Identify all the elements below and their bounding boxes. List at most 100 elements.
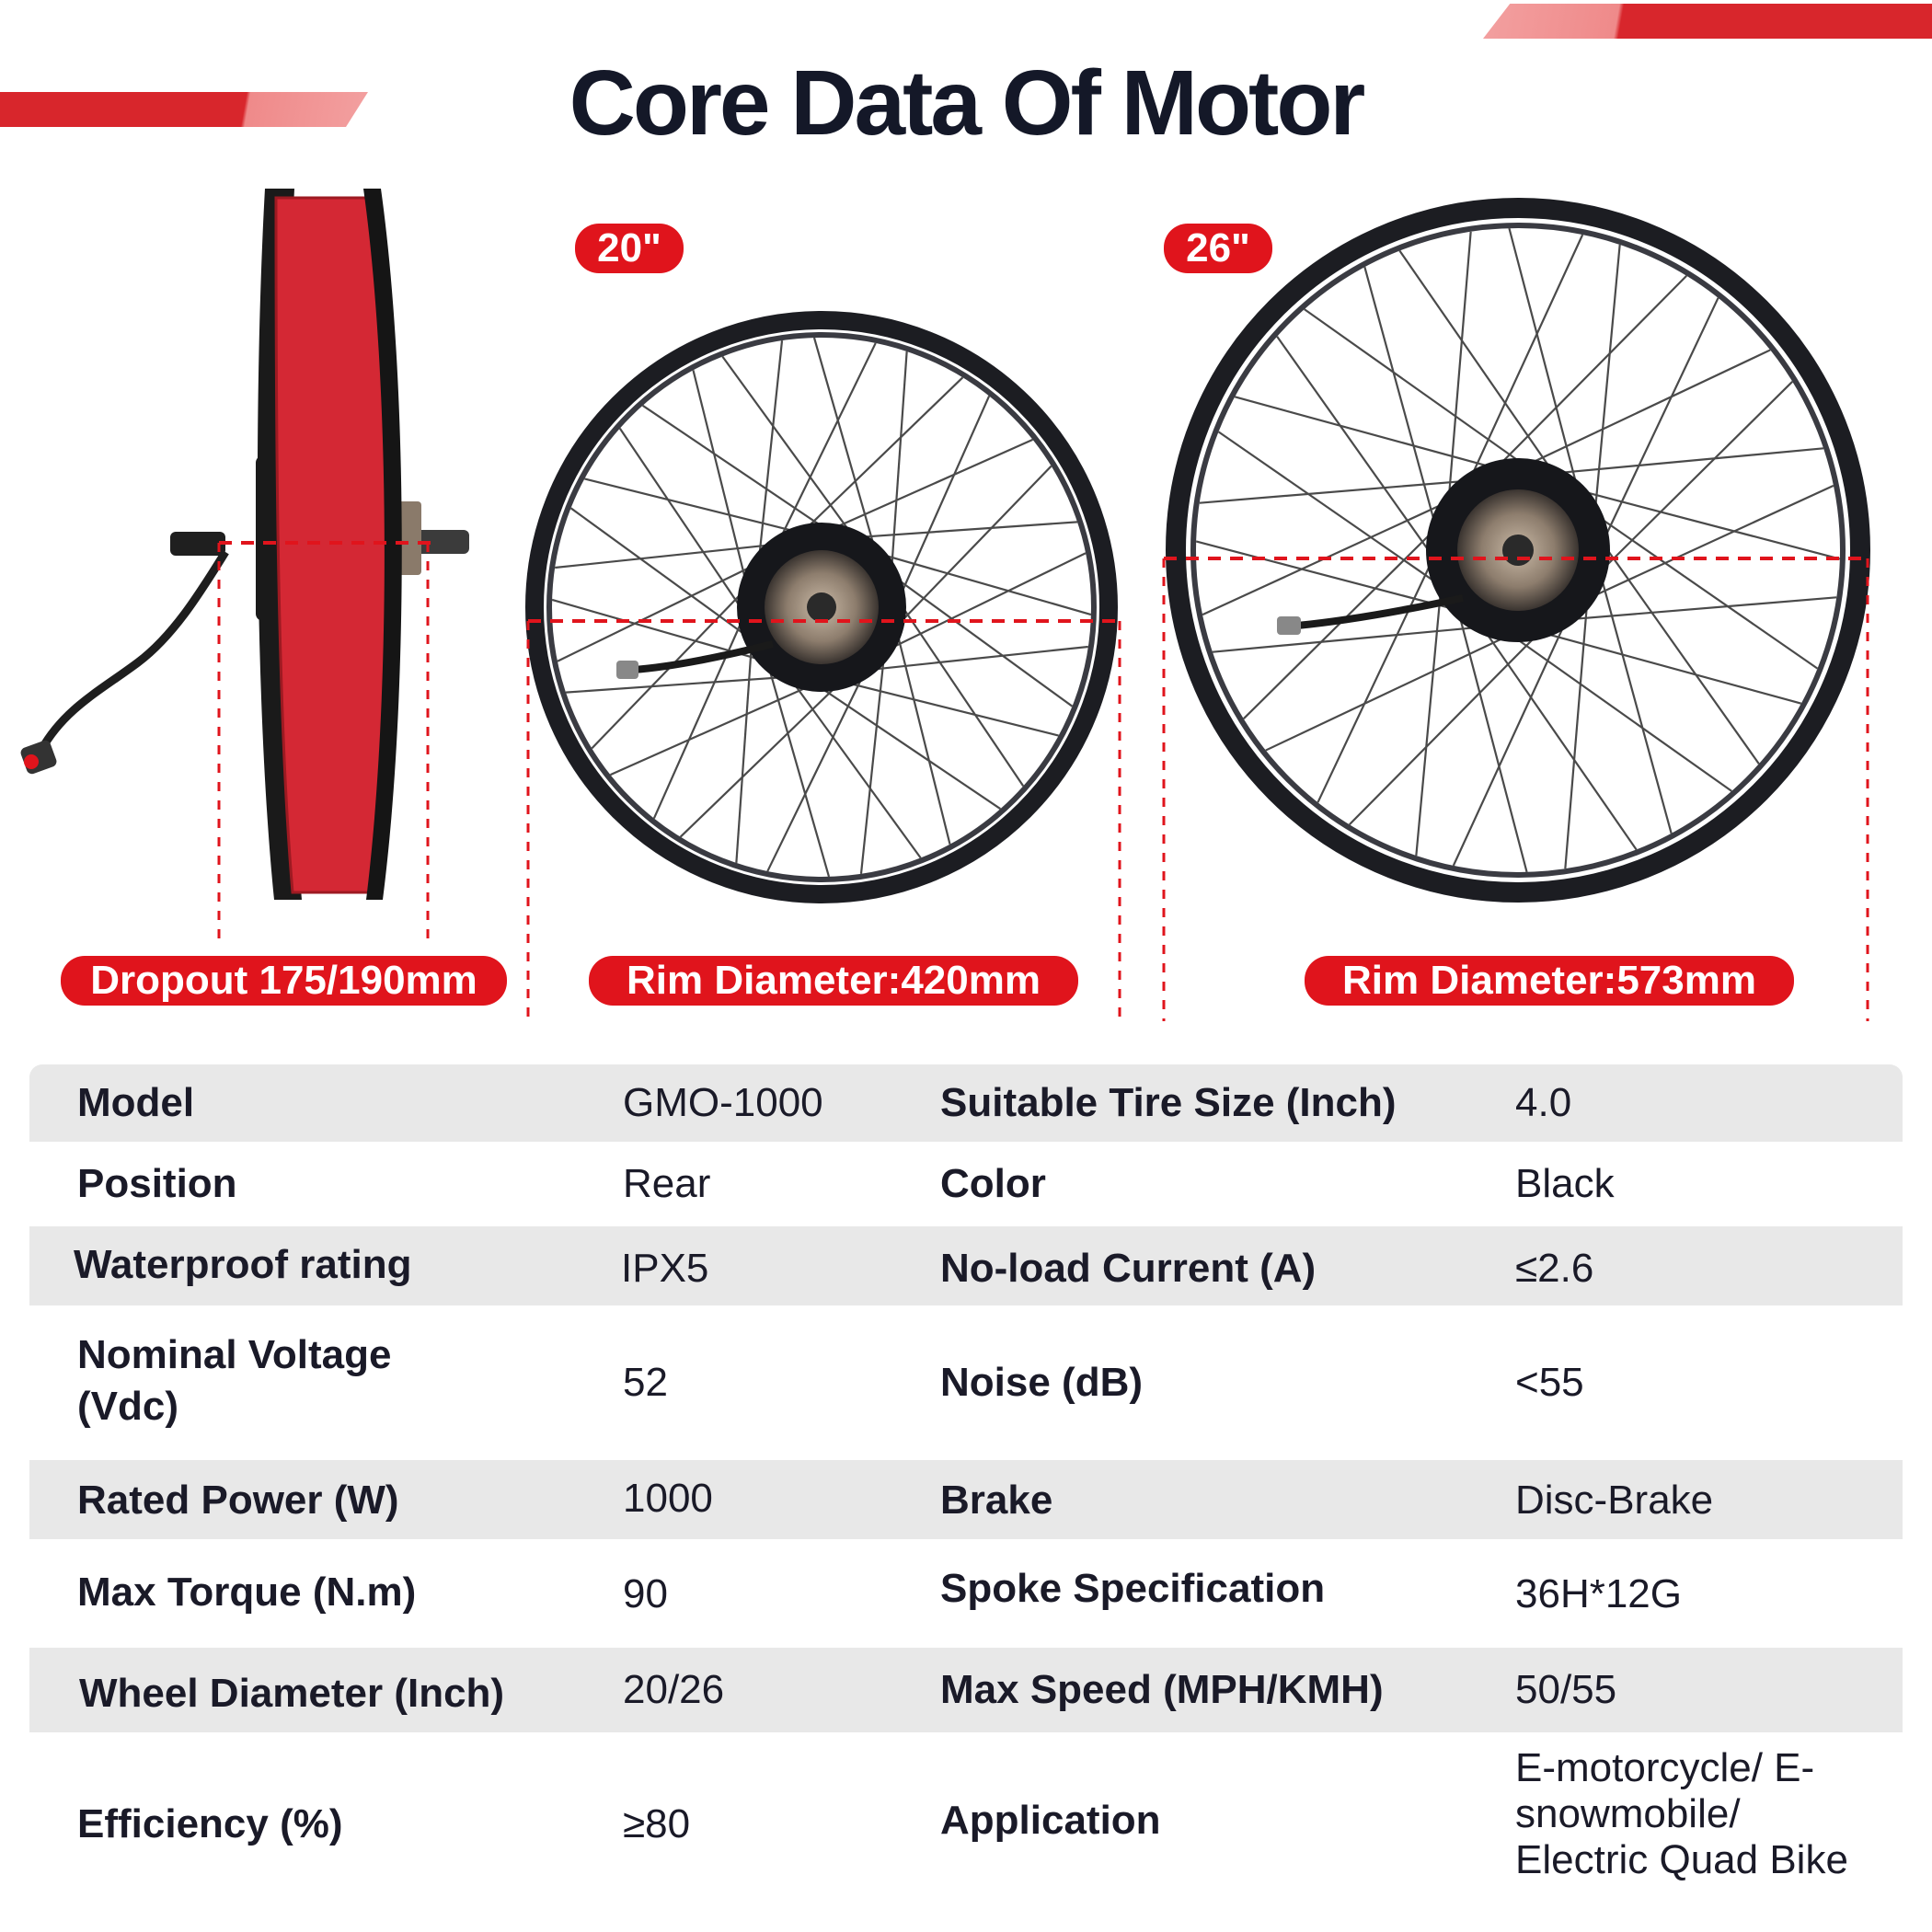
spoke	[892, 593, 1025, 788]
spoke	[1598, 297, 1719, 551]
table-row: Nominal Voltage (Vdc) 52 Noise (dB) <55	[29, 1305, 1903, 1460]
spoke	[1593, 380, 1793, 579]
table-row: Max Torque (N.m) 90 Spoke Specification …	[29, 1539, 1903, 1648]
table-row: Position Rear Color Black	[29, 1142, 1903, 1226]
side-view-wheel	[20, 189, 469, 948]
spoke	[721, 355, 859, 545]
spoke	[565, 675, 797, 694]
spoke	[1517, 349, 1771, 470]
spoke	[1234, 396, 1505, 472]
spec-value: 1000	[623, 1476, 713, 1521]
spec-label: Model	[77, 1080, 195, 1125]
spec-label: Spoke Specification	[940, 1566, 1326, 1611]
table-row: Efficiency (%) ≥80 Application E-motorcy…	[29, 1732, 1903, 1920]
spoke	[808, 678, 1002, 811]
spec-label: Nominal Voltage (Vdc)	[77, 1332, 392, 1429]
spoke	[890, 465, 1052, 634]
spec-value: 36H*12G	[1515, 1571, 1683, 1616]
spec-label: No-load Current (A)	[940, 1246, 1317, 1291]
spec-table: Model GMO-1000 Suitable Tire Size (Inch)…	[29, 1064, 1903, 1920]
spoke	[652, 606, 750, 819]
spec-label: Waterproof rating	[74, 1242, 412, 1287]
spec-label: Suitable Tire Size (Inch)	[940, 1080, 1397, 1125]
spoke	[1398, 249, 1559, 481]
spec-value: E-motorcycle/ E-snowmobile/ Electric Qua…	[1515, 1745, 1848, 1882]
spoke	[1304, 308, 1533, 472]
wheel-size-badge-26: 26"	[1164, 224, 1272, 273]
spoke	[1265, 630, 1519, 752]
spoke	[1348, 625, 1547, 825]
spoke	[1446, 231, 1472, 511]
table-row: Model GMO-1000 Suitable Tire Size (Inch)…	[29, 1064, 1903, 1142]
spoke	[1531, 628, 1802, 705]
table-row: Waterproof rating IPX5 No-load Current (…	[29, 1226, 1903, 1305]
spoke	[893, 396, 991, 608]
spoke	[557, 558, 766, 662]
spoke	[1217, 431, 1449, 592]
spec-label: Max Speed (MPH/KMH)	[940, 1667, 1384, 1712]
spec-value: IPX5	[621, 1246, 709, 1291]
wheel-20-inch	[525, 311, 1121, 1021]
spoke	[1317, 549, 1438, 803]
spoke	[766, 662, 870, 872]
spoke	[892, 619, 951, 845]
red-tire	[276, 198, 393, 892]
spec-value: 52	[623, 1360, 668, 1405]
spec-value: ≥80	[623, 1801, 691, 1846]
spoke	[884, 569, 1074, 707]
product-illustration	[20, 189, 1870, 1021]
spoke	[1503, 628, 1732, 792]
spec-label: Wheel Diameter (Inch)	[79, 1671, 505, 1716]
spec-value: 4.0	[1515, 1080, 1572, 1125]
wheel-26-inch	[1162, 198, 1870, 1021]
spoke	[773, 342, 877, 552]
spoke	[610, 679, 822, 776]
spoke	[795, 376, 964, 539]
spoke	[1579, 484, 1834, 604]
spoke	[1202, 497, 1457, 616]
spec-label: Max Torque (N.m)	[77, 1570, 417, 1615]
spec-value: 50/55	[1515, 1667, 1617, 1712]
spoke	[555, 542, 786, 569]
spec-label: Rated Power (W)	[77, 1478, 399, 1523]
wheel-size-badge-20: 20"	[575, 224, 684, 273]
spoke	[692, 370, 751, 595]
motor-cable	[38, 549, 229, 753]
spoke	[756, 340, 784, 571]
spoke	[1564, 590, 1590, 869]
spoke	[584, 477, 810, 536]
spec-value: Black	[1515, 1161, 1615, 1206]
spoke	[1587, 509, 1819, 670]
spoke	[679, 675, 848, 838]
spec-label: Position	[77, 1161, 237, 1206]
spec-value: Disc-Brake	[1515, 1478, 1714, 1523]
spoke	[821, 438, 1033, 535]
spoke	[569, 507, 759, 645]
spoke	[1465, 234, 1584, 489]
spoke	[1508, 227, 1581, 499]
spoke	[834, 678, 1059, 737]
dropout-dimension-label: Dropout 175/190mm	[61, 956, 507, 1006]
spec-value: <55	[1515, 1360, 1584, 1405]
spoke	[1545, 447, 1824, 476]
cable-connector	[20, 740, 57, 775]
spec-label: Efficiency (%)	[77, 1801, 343, 1846]
header-stripe-left	[0, 92, 368, 127]
spoke	[877, 552, 1087, 656]
table-row: Rated Power (W) 1000 Brake Disc-Brake	[29, 1460, 1903, 1539]
spoke	[1363, 266, 1440, 537]
spoke	[1593, 244, 1621, 523]
spoke	[1212, 625, 1491, 653]
spoke	[1415, 577, 1443, 857]
spec-value: ≤2.6	[1515, 1246, 1594, 1291]
spoke	[1596, 535, 1760, 765]
spec-label: Brake	[940, 1478, 1053, 1523]
page-title: Core Data Of Motor	[569, 52, 1366, 155]
header-stripe-right	[1483, 4, 1932, 39]
spoke	[846, 521, 1078, 539]
spoke	[1477, 619, 1638, 851]
spoke	[1558, 596, 1837, 622]
spoke	[1199, 478, 1478, 504]
spoke	[1452, 611, 1571, 867]
spoke	[857, 645, 1088, 673]
